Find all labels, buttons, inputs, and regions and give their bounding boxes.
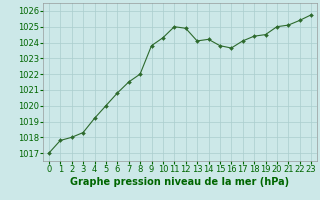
X-axis label: Graphe pression niveau de la mer (hPa): Graphe pression niveau de la mer (hPa): [70, 177, 290, 187]
